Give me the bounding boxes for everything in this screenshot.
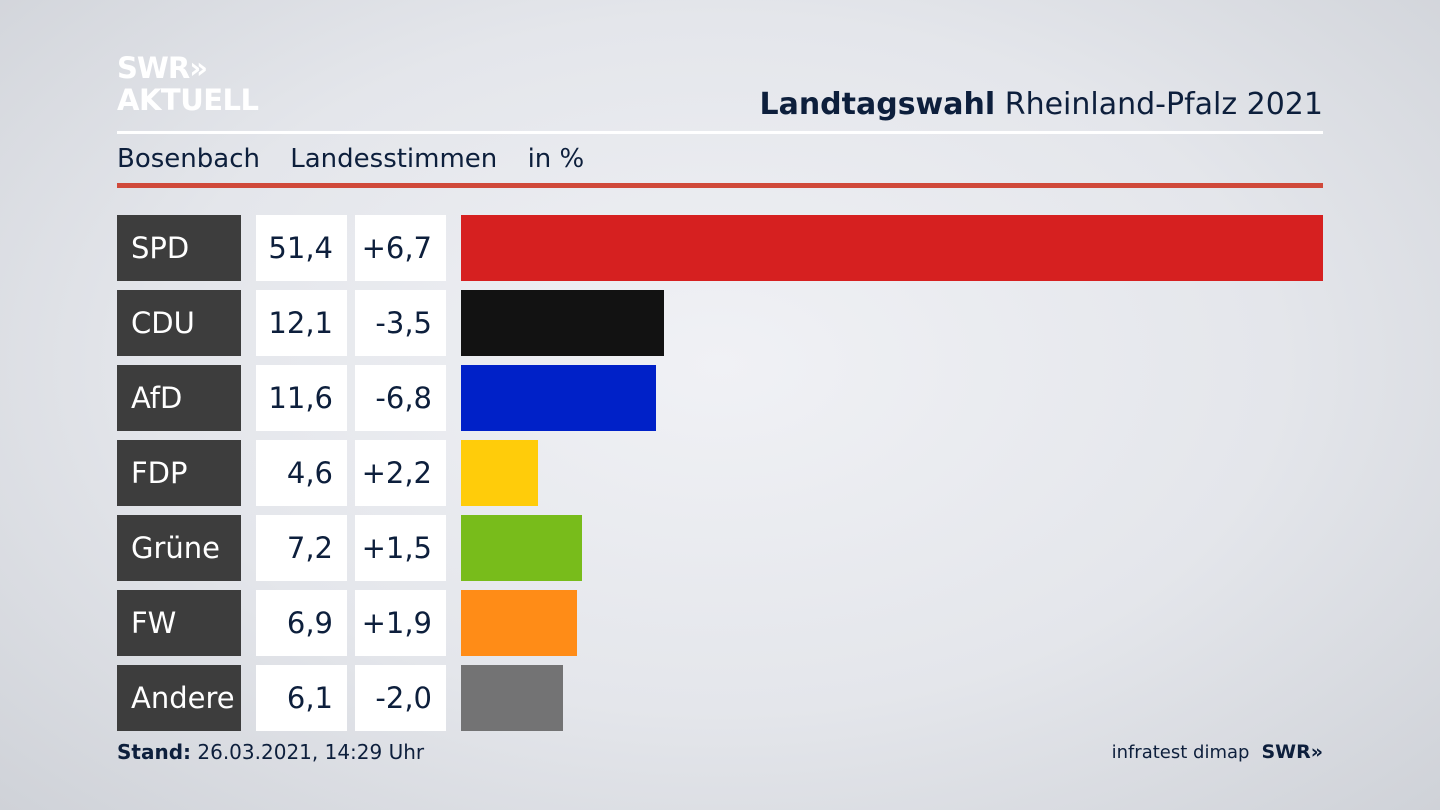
bar-cdu	[461, 290, 664, 356]
party-label: FW	[117, 590, 241, 656]
bar-fw	[461, 590, 577, 656]
logo-line-1: SWR»	[117, 51, 208, 85]
bar-spd	[461, 215, 1323, 281]
chart-title: Landtagswahl Rheinland-Pfalz 2021	[759, 87, 1323, 122]
timestamp: Stand: 26.03.2021, 14:29 Uhr	[117, 740, 424, 764]
title-bold: Landtagswahl	[759, 87, 996, 122]
vote-share-label: 11,6	[256, 365, 347, 431]
vote-share-label: 7,2	[256, 515, 347, 581]
swr-brand-logo: SWR»	[1261, 741, 1323, 763]
swr-aktuell-logo: SWR» AKTUELL	[117, 54, 259, 115]
stand-value: 26.03.2021, 14:29 Uhr	[197, 740, 425, 764]
party-label: CDU	[117, 290, 241, 356]
change-label: +2,2	[355, 440, 446, 506]
party-label: SPD	[117, 215, 241, 281]
vote-share-label: 6,9	[256, 590, 347, 656]
party-label: Grüne	[117, 515, 241, 581]
title-rest: Rheinland-Pfalz 2021	[1004, 87, 1323, 122]
party-label: AfD	[117, 365, 241, 431]
change-label: +6,7	[355, 215, 446, 281]
chart-subtitle: Bosenbach Landesstimmen in %	[117, 144, 606, 174]
subtitle-divider	[117, 183, 1323, 188]
bar-gr-ne	[461, 515, 582, 581]
subtitle-place: Bosenbach	[117, 144, 260, 174]
stand-label: Stand:	[117, 740, 192, 764]
change-label: +1,5	[355, 515, 446, 581]
change-label: -2,0	[355, 665, 446, 731]
change-label: +1,9	[355, 590, 446, 656]
logo-line-2: AKTUELL	[117, 83, 259, 117]
bar-fdp	[461, 440, 538, 506]
vote-share-label: 6,1	[256, 665, 347, 731]
party-label: FDP	[117, 440, 241, 506]
source-label: infratest dimap	[1111, 741, 1250, 763]
bar-afd	[461, 365, 656, 431]
party-label: Andere	[117, 665, 241, 731]
change-label: -3,5	[355, 290, 446, 356]
source-credits: infratest dimap SWR»	[1112, 741, 1323, 763]
subtitle-vote-type: Landesstimmen	[290, 144, 498, 174]
change-label: -6,8	[355, 365, 446, 431]
vote-share-label: 4,6	[256, 440, 347, 506]
bar-andere	[461, 665, 563, 731]
header-divider	[117, 131, 1323, 134]
vote-share-label: 12,1	[256, 290, 347, 356]
subtitle-unit: in %	[527, 144, 585, 174]
vote-share-label: 51,4	[256, 215, 347, 281]
